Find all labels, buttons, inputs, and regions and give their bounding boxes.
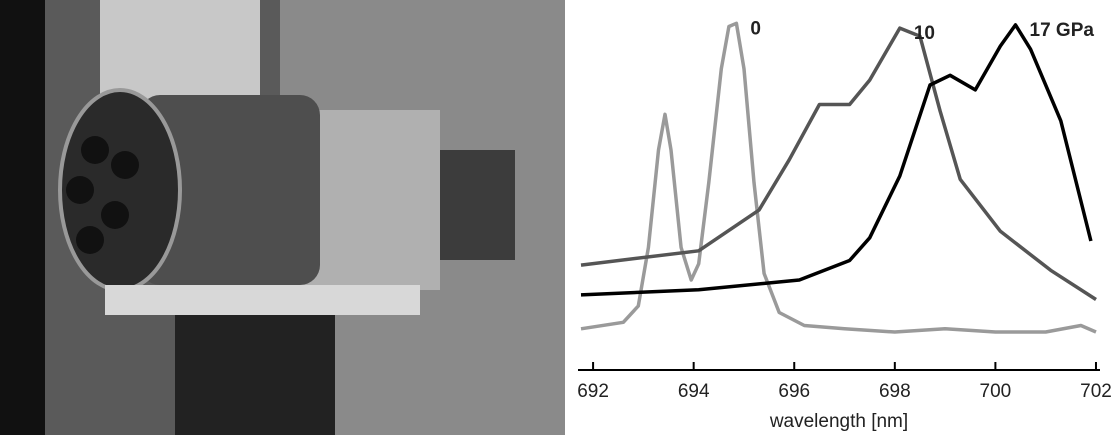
x-tick-label: 692 — [577, 381, 609, 402]
line — [580, 23, 1093, 297]
series-label: 10 — [914, 23, 935, 44]
x-tick-label: 694 — [678, 381, 710, 402]
series-label: 0 — [750, 18, 761, 39]
photo — [0, 0, 565, 435]
line — [580, 21, 1097, 334]
x-axis-label: wavelength [nm] — [769, 411, 908, 432]
x-tick-label: 700 — [980, 381, 1012, 402]
x-tick-label: 696 — [778, 381, 810, 402]
line — [580, 26, 1097, 301]
x-tick-label: 698 — [879, 381, 911, 402]
series-label: 17 GPa — [1030, 20, 1095, 41]
x-tick-label: 702 — [1080, 381, 1112, 402]
